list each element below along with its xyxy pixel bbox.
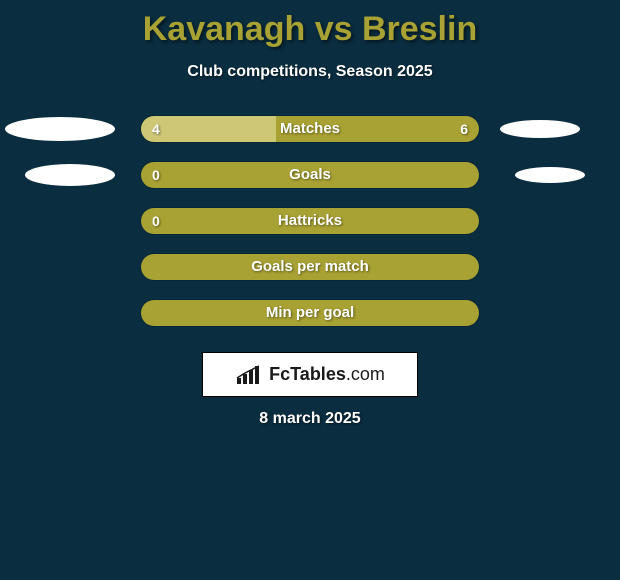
bar-right bbox=[276, 116, 479, 142]
logo-brand-bold: FcTables bbox=[269, 364, 346, 384]
bar-track bbox=[140, 253, 480, 281]
value-left: 0 bbox=[152, 207, 160, 235]
ellipse-right bbox=[500, 120, 580, 138]
date-text: 8 march 2025 bbox=[0, 410, 620, 428]
value-left: 0 bbox=[152, 161, 160, 189]
bar-track bbox=[140, 207, 480, 235]
bar-track bbox=[140, 115, 480, 143]
value-left: 4 bbox=[152, 115, 160, 143]
stat-row: Goals0 bbox=[0, 161, 620, 207]
page-title: Kavanagh vs Breslin bbox=[0, 0, 620, 49]
stat-row: Hattricks0 bbox=[0, 207, 620, 253]
stat-row: Goals per match bbox=[0, 253, 620, 299]
logo-brand-light: .com bbox=[346, 364, 385, 384]
stat-row: Matches46 bbox=[0, 115, 620, 161]
logo-bars-icon bbox=[235, 364, 263, 386]
comparison-infographic: Kavanagh vs Breslin Club competitions, S… bbox=[0, 0, 620, 580]
ellipse-left bbox=[25, 164, 115, 186]
bar-left bbox=[141, 116, 276, 142]
logo-badge: FcTables.com bbox=[202, 352, 418, 397]
bar-track bbox=[140, 161, 480, 189]
stat-rows: Matches46Goals0Hattricks0Goals per match… bbox=[0, 115, 620, 345]
bar-right bbox=[141, 208, 479, 234]
subtitle: Club competitions, Season 2025 bbox=[0, 63, 620, 81]
stat-row: Min per goal bbox=[0, 299, 620, 345]
bar-right bbox=[141, 300, 479, 326]
ellipse-left bbox=[5, 117, 115, 141]
ellipse-right bbox=[515, 167, 585, 183]
bar-track bbox=[140, 299, 480, 327]
bar-right bbox=[141, 162, 479, 188]
logo-text: FcTables.com bbox=[269, 364, 385, 385]
value-right: 6 bbox=[460, 115, 468, 143]
bar-right bbox=[141, 254, 479, 280]
